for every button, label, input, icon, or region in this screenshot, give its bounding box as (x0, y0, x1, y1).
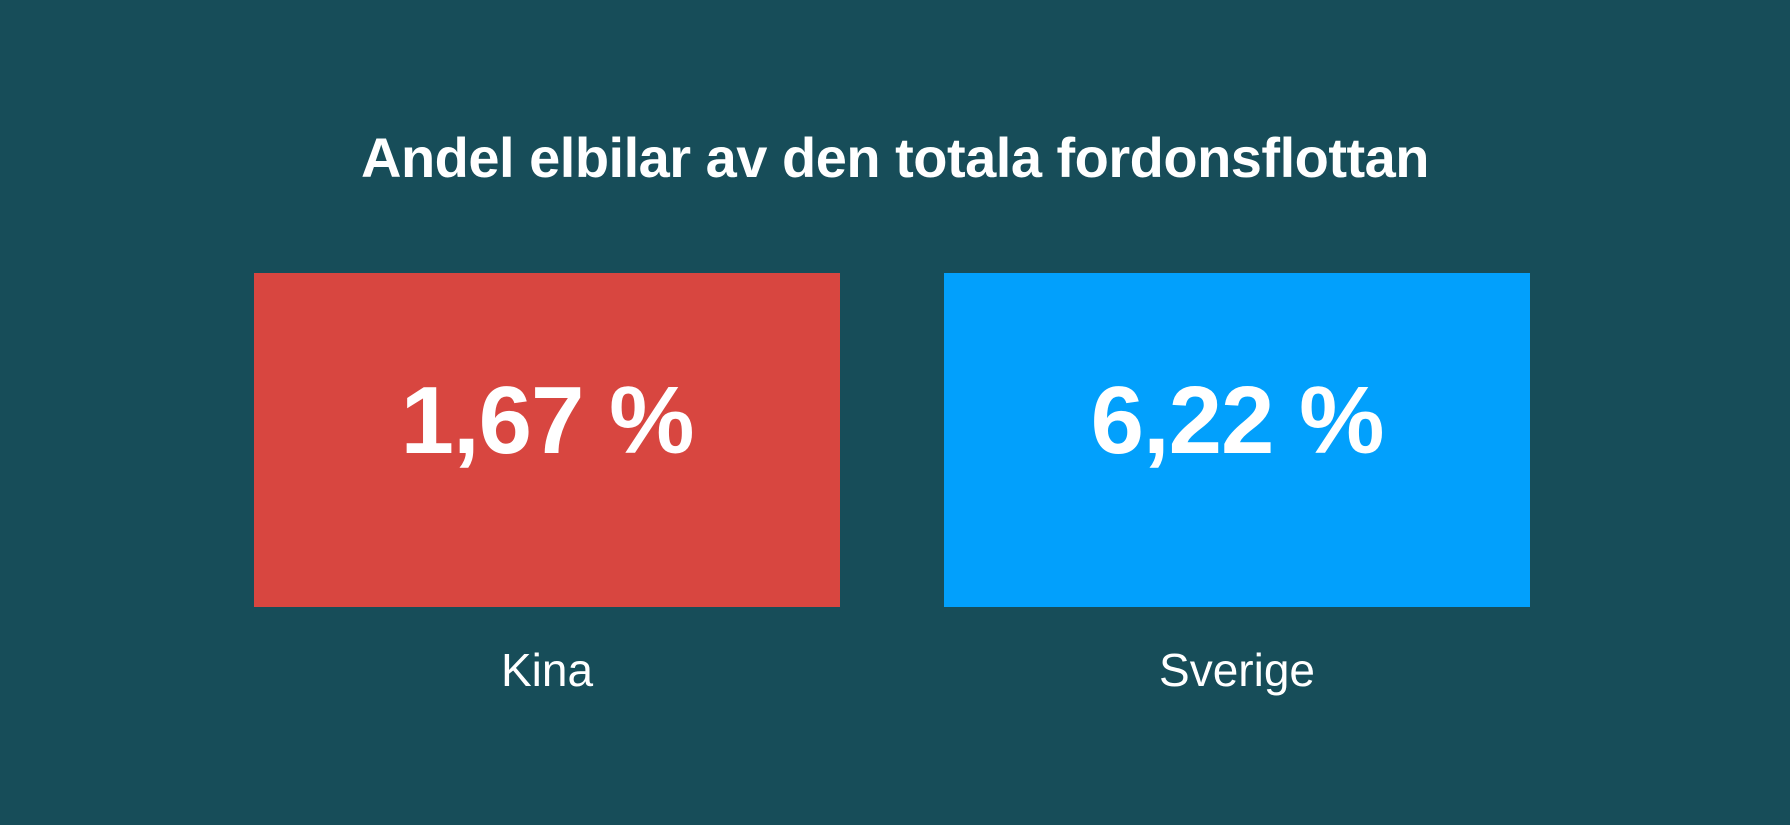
value-card-sverige: 6,22 % (944, 273, 1530, 607)
value-label-kina: 1,67 % (400, 367, 695, 474)
category-label-sverige: Sverige (1159, 644, 1315, 696)
value-label-sverige: 6,22 % (1090, 367, 1385, 474)
chart-title: Andel elbilar av den totala fordonsflott… (361, 126, 1430, 189)
category-label-kina: Kina (500, 644, 594, 696)
value-card-kina: 1,67 % (254, 273, 840, 607)
